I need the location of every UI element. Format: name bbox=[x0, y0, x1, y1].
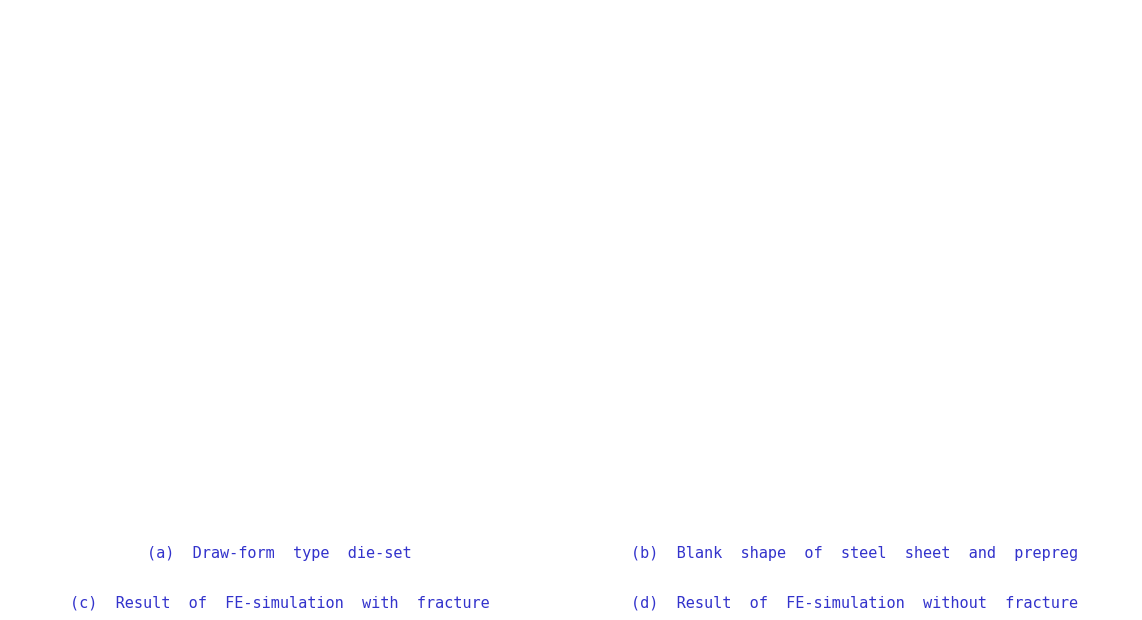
Text: (a)  Draw-form  type  die-set: (a) Draw-form type die-set bbox=[147, 546, 412, 560]
Text: (b)  Blank  shape  of  steel  sheet  and  prepreg: (b) Blank shape of steel sheet and prepr… bbox=[630, 546, 1078, 560]
Text: (d)  Result  of  FE-simulation  without  fracture: (d) Result of FE-simulation without frac… bbox=[630, 595, 1078, 610]
Text: (c)  Result  of  FE-simulation  with  fracture: (c) Result of FE-simulation with fractur… bbox=[70, 595, 490, 610]
